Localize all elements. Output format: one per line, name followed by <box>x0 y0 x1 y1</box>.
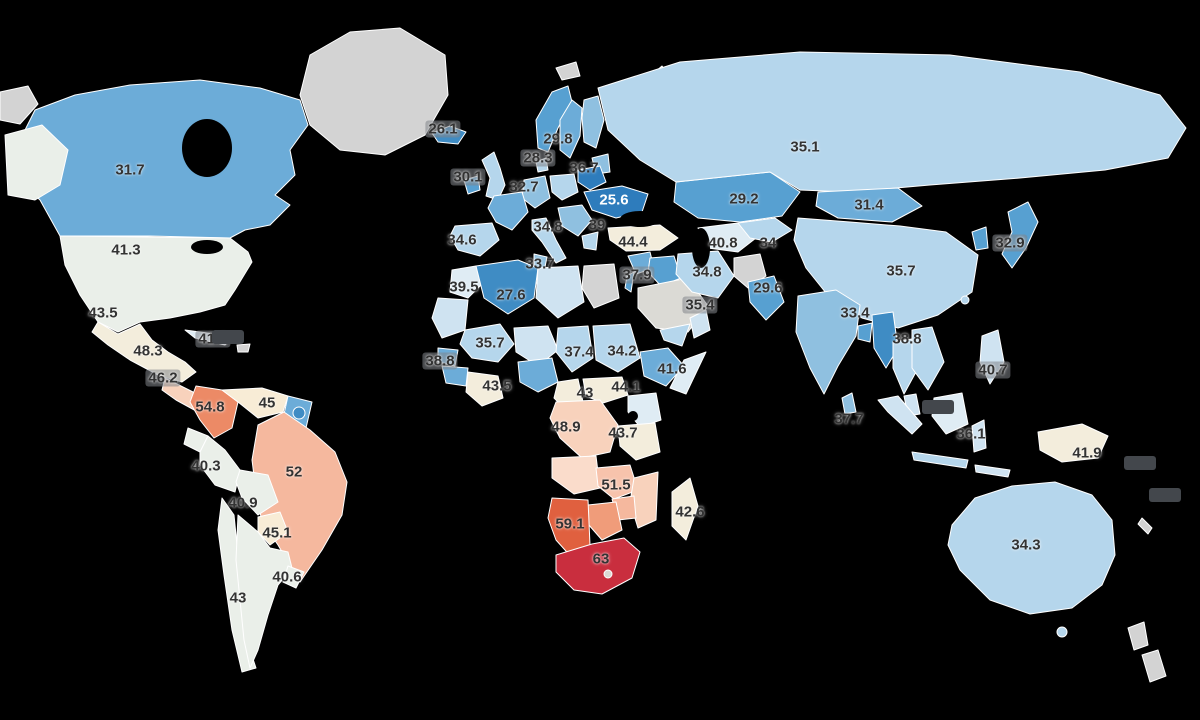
country-paraguay[interactable] <box>257 511 289 546</box>
country-algeria[interactable] <box>475 259 539 315</box>
country-south-africa[interactable] <box>555 537 641 595</box>
island-borneo[interactable] <box>931 392 969 435</box>
country-new-zealand-north[interactable] <box>1127 621 1149 651</box>
island-java[interactable] <box>911 451 969 469</box>
country-mauritania[interactable] <box>431 297 469 339</box>
country-suriname[interactable] <box>292 406 306 420</box>
arctic-islands[interactable] <box>0 85 39 125</box>
country-nigeria[interactable] <box>517 357 559 393</box>
country-iran[interactable] <box>675 250 735 299</box>
country-bolivia[interactable] <box>235 469 279 516</box>
country-cuba[interactable] <box>184 329 231 346</box>
country-ethiopia[interactable] <box>639 347 685 387</box>
country-egypt[interactable] <box>581 263 620 309</box>
country-finland[interactable] <box>581 95 605 149</box>
country-israel[interactable] <box>624 271 635 293</box>
country-chad[interactable] <box>555 325 594 373</box>
island-taiwan[interactable] <box>960 295 970 305</box>
great-lakes <box>191 240 223 254</box>
country-denmark[interactable] <box>535 157 549 173</box>
country-zambia[interactable] <box>595 464 639 500</box>
region-laos-vietnam[interactable] <box>911 326 945 391</box>
country-mexico[interactable] <box>91 321 197 383</box>
country-japan[interactable] <box>1001 201 1039 269</box>
red-sea <box>622 298 655 336</box>
hudson-bay <box>182 119 232 177</box>
country-madagascar[interactable] <box>671 477 699 541</box>
island-lesser-sunda[interactable] <box>974 464 1011 478</box>
country-south-korea[interactable] <box>971 226 989 251</box>
country-uruguay[interactable] <box>282 565 305 589</box>
country-sri-lanka[interactable] <box>841 392 857 415</box>
country-argentina[interactable] <box>235 514 293 669</box>
country-philippines[interactable] <box>979 329 1005 385</box>
country-drc[interactable] <box>549 399 619 459</box>
island-sulawesi[interactable] <box>971 419 987 453</box>
region-ghana-cotedivoire[interactable] <box>465 371 504 407</box>
country-angola[interactable] <box>551 455 601 495</box>
country-libya[interactable] <box>535 265 585 319</box>
lake-victoria <box>628 411 638 421</box>
black-sea <box>620 211 660 227</box>
country-germany[interactable] <box>521 175 551 209</box>
country-greenland[interactable] <box>299 27 449 156</box>
country-iceland[interactable] <box>431 125 467 145</box>
country-yemen[interactable] <box>659 323 691 347</box>
region-uganda-kenya[interactable] <box>627 392 662 428</box>
country-russia[interactable] <box>597 51 1187 193</box>
country-france[interactable] <box>487 191 529 231</box>
island-tasmania[interactable] <box>1056 626 1068 638</box>
country-tanzania[interactable] <box>617 422 661 461</box>
country-australia[interactable] <box>947 481 1116 615</box>
country-bangladesh[interactable] <box>857 322 873 343</box>
country-mali[interactable] <box>459 323 515 363</box>
country-greece[interactable] <box>581 231 599 251</box>
country-usa[interactable] <box>59 235 253 333</box>
country-myanmar[interactable] <box>871 311 899 369</box>
caspian-sea <box>692 228 710 268</box>
country-sweden[interactable] <box>559 99 583 159</box>
country-belarus[interactable] <box>577 165 607 191</box>
region-balkans[interactable] <box>557 204 593 237</box>
country-senegal[interactable] <box>437 347 459 367</box>
country-lesotho[interactable] <box>603 569 613 579</box>
country-uzbekistan[interactable] <box>737 217 793 243</box>
country-thailand[interactable] <box>892 338 917 395</box>
country-somalia[interactable] <box>669 351 707 395</box>
country-botswana[interactable] <box>587 501 623 541</box>
region-guinea[interactable] <box>441 365 469 387</box>
country-new-zealand-south[interactable] <box>1141 649 1167 683</box>
island-new-caledonia[interactable] <box>1137 517 1153 535</box>
country-morocco[interactable] <box>449 265 485 299</box>
country-turkey[interactable] <box>607 224 679 252</box>
country-italy[interactable] <box>531 217 567 264</box>
island-sumatra[interactable] <box>877 395 923 435</box>
country-usa-alaska[interactable] <box>4 124 69 201</box>
country-poland[interactable] <box>549 173 579 201</box>
country-pakistan[interactable] <box>747 275 785 321</box>
country-papua-new-guinea[interactable] <box>1037 423 1109 463</box>
country-peru[interactable] <box>199 435 241 493</box>
island-svalbard[interactable] <box>555 61 581 81</box>
region-iberia[interactable] <box>449 222 500 257</box>
island-hispaniola[interactable] <box>236 343 251 353</box>
country-ireland[interactable] <box>463 175 481 195</box>
country-india[interactable] <box>795 289 861 395</box>
country-mongolia[interactable] <box>815 187 923 223</box>
country-sudan[interactable] <box>592 323 641 373</box>
country-uk[interactable] <box>481 151 506 201</box>
country-car[interactable] <box>582 376 629 404</box>
